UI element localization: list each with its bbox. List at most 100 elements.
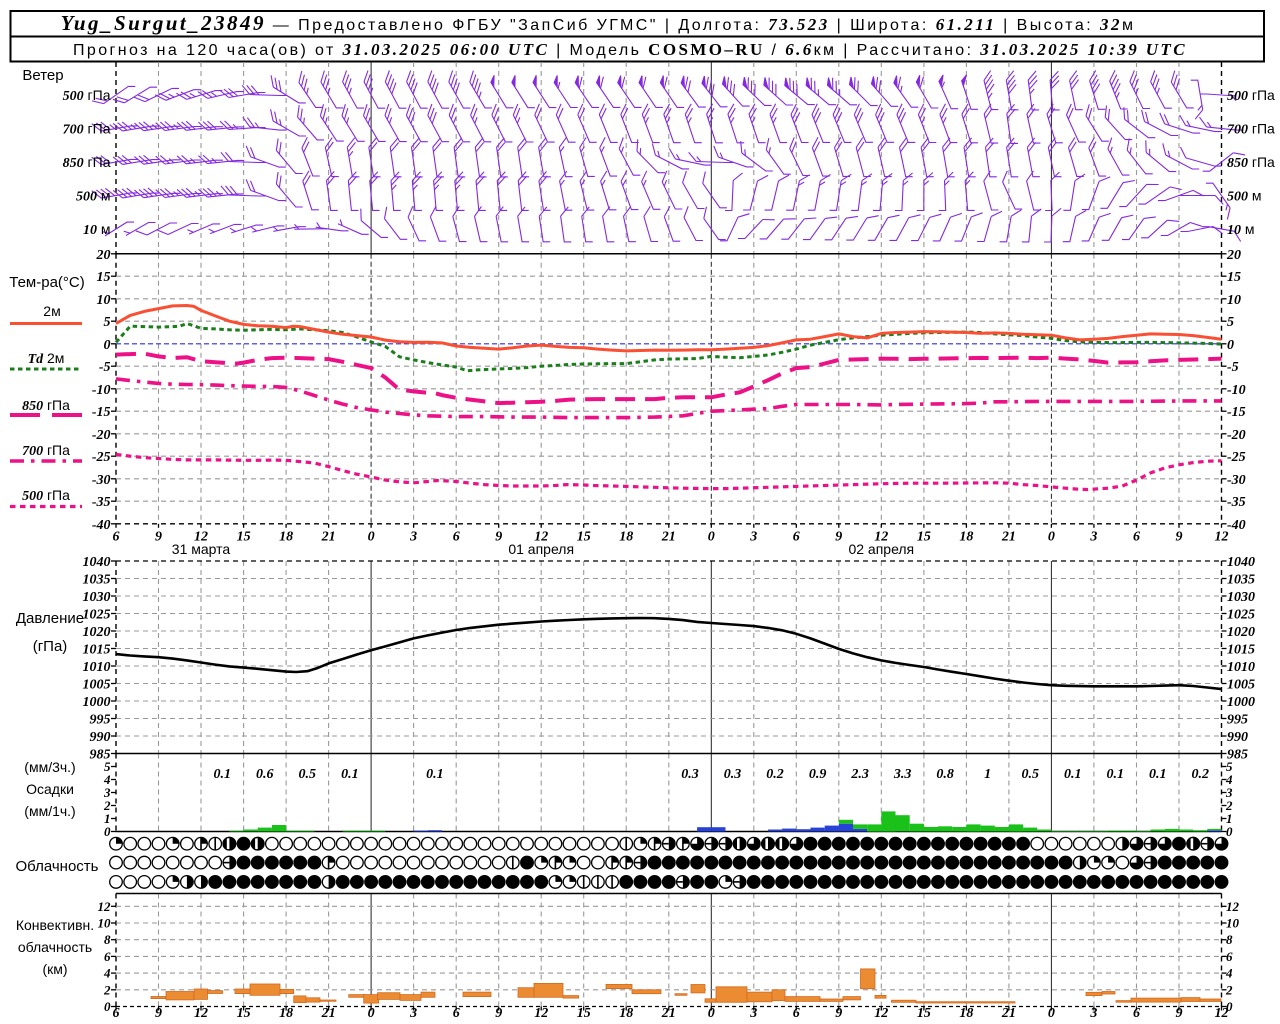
svg-text:0.1: 0.1 [214,767,232,782]
svg-text:1015: 1015 [1227,643,1255,658]
svg-text:995: 995 [1227,713,1248,728]
svg-text:2: 2 [1225,982,1233,997]
svg-text:5: 5 [104,315,111,330]
svg-text:8: 8 [1226,932,1233,947]
svg-text:9: 9 [1176,530,1183,545]
svg-text:Yug_Surgut_23849 — Предоставле: Yug_Surgut_23849 — Предоставлено ФГБУ "З… [61,11,1136,35]
svg-text:1030: 1030 [1227,590,1255,605]
svg-text:1025: 1025 [83,608,111,623]
svg-text:21: 21 [661,1006,676,1021]
svg-text:1005: 1005 [83,678,111,693]
svg-text:12: 12 [874,530,888,545]
svg-text:10 м: 10 м [1227,221,1255,238]
svg-text:1000: 1000 [83,695,111,710]
svg-text:6: 6 [1226,949,1233,964]
svg-text:0: 0 [708,530,715,545]
svg-text:0.8: 0.8 [936,767,954,782]
svg-text:20: 20 [1226,248,1241,263]
svg-text:6: 6 [793,530,800,545]
svg-text:0: 0 [368,530,375,545]
svg-text:1020: 1020 [83,625,111,640]
svg-text:0: 0 [1048,1006,1055,1021]
svg-text:-25: -25 [92,450,111,465]
svg-text:5: 5 [1226,759,1233,774]
svg-text:0.2: 0.2 [1191,767,1209,782]
svg-text:18: 18 [619,1006,633,1021]
svg-text:500 гПа: 500 гПа [63,87,111,104]
svg-text:-15: -15 [1227,405,1246,420]
svg-text:0.1: 0.1 [341,767,359,782]
svg-text:18: 18 [619,530,633,545]
svg-text:6: 6 [1133,1006,1140,1021]
svg-text:3: 3 [1089,1006,1097,1021]
svg-text:10: 10 [1227,293,1241,308]
svg-text:700 гПа: 700 гПа [22,442,70,459]
svg-text:5: 5 [104,759,111,774]
svg-text:1035: 1035 [83,573,111,588]
svg-text:-30: -30 [92,473,111,488]
svg-text:985: 985 [1227,748,1248,763]
svg-text:-40: -40 [92,518,111,533]
svg-text:15: 15 [237,530,251,545]
svg-text:6: 6 [793,1006,800,1021]
svg-text:8: 8 [104,932,111,947]
svg-text:15: 15 [917,1006,931,1021]
svg-text:6: 6 [113,530,120,545]
svg-text:500 м: 500 м [76,188,111,205]
svg-text:-35: -35 [92,495,111,510]
svg-text:1025: 1025 [1227,608,1255,623]
svg-text:9: 9 [495,1006,502,1021]
svg-text:15: 15 [917,530,931,545]
svg-text:3: 3 [1225,785,1233,800]
svg-text:3: 3 [409,1006,417,1021]
svg-text:21: 21 [321,530,336,545]
svg-text:10: 10 [1226,916,1240,931]
svg-text:Тем-ра(°C): Тем-ра(°C) [9,274,84,291]
svg-text:12: 12 [194,1006,208,1021]
svg-text:0: 0 [708,1006,715,1021]
svg-text:12: 12 [874,1006,888,1021]
svg-text:500 гПа: 500 гПа [22,487,70,504]
svg-text:облачность: облачность [18,939,92,955]
svg-text:-35: -35 [1227,495,1246,510]
svg-text:2.3: 2.3 [850,767,869,782]
svg-text:21: 21 [1001,530,1016,545]
svg-text:0.9: 0.9 [809,767,827,782]
svg-text:20: 20 [96,248,111,263]
svg-text:-15: -15 [92,405,111,420]
svg-text:15: 15 [97,270,111,285]
svg-text:990: 990 [1227,730,1248,745]
svg-text:10: 10 [97,293,111,308]
svg-text:500 м: 500 м [1227,188,1262,205]
svg-text:0.1: 0.1 [1064,767,1082,782]
svg-text:1030: 1030 [83,590,111,605]
svg-text:500 гПа: 500 гПа [1227,87,1275,104]
svg-text:700 гПа: 700 гПа [1227,121,1275,138]
svg-text:0: 0 [368,1006,375,1021]
svg-text:-25: -25 [1227,450,1246,465]
svg-text:2: 2 [103,798,111,813]
svg-text:21: 21 [1001,1006,1016,1021]
svg-text:12: 12 [534,530,548,545]
svg-text:Осадки: Осадки [26,781,74,797]
svg-text:02 апреля: 02 апреля [848,541,914,557]
svg-text:18: 18 [959,1006,973,1021]
svg-text:15: 15 [577,1006,591,1021]
svg-text:3: 3 [103,785,111,800]
svg-text:0.2: 0.2 [766,767,784,782]
svg-text:995: 995 [90,713,111,728]
svg-text:0.3: 0.3 [681,767,699,782]
svg-text:9: 9 [155,530,162,545]
svg-text:9: 9 [835,1006,842,1021]
svg-text:2: 2 [103,982,111,997]
svg-text:9: 9 [835,530,842,545]
svg-text:4: 4 [103,966,111,981]
svg-text:3.3: 3.3 [893,767,912,782]
svg-text:Прогноз на 120 часа(ов) от 31.: Прогноз на 120 часа(ов) от 31.03.2025 06… [73,40,1187,59]
svg-text:0.6: 0.6 [256,767,274,782]
svg-text:0: 0 [1226,824,1233,839]
svg-text:1040: 1040 [1227,555,1255,570]
svg-text:6: 6 [453,1006,460,1021]
svg-text:4: 4 [103,772,111,787]
svg-text:0.1: 0.1 [426,767,444,782]
